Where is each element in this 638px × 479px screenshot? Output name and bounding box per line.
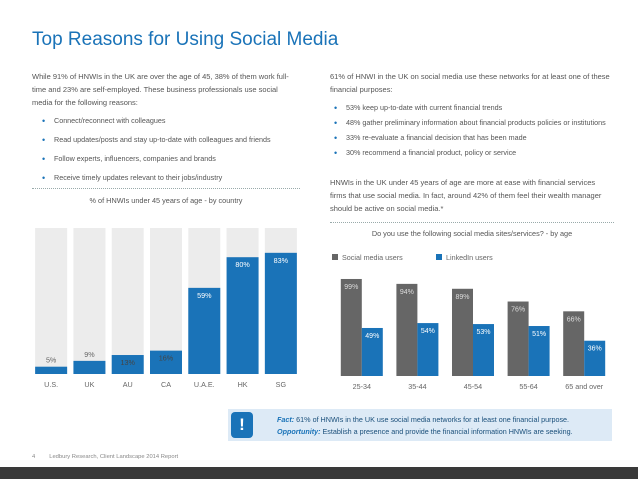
tick-label: 65 and over [565, 382, 604, 391]
opportunity-line: Opportunity: Establish a presence and pr… [277, 427, 573, 436]
data-label: 16% [159, 354, 174, 363]
data-label: 80% [235, 260, 250, 269]
right-bullet-list: 53% keep up-to-date with current financi… [334, 103, 610, 163]
data-label: 49% [365, 333, 379, 340]
data-label: 9% [84, 350, 95, 359]
tick-label: 55-64 [519, 382, 537, 391]
tick-label: AU [123, 380, 133, 389]
data-label: 36% [588, 346, 602, 353]
divider [32, 188, 300, 189]
bar [452, 288, 473, 376]
bar [264, 252, 297, 374]
bar [396, 283, 418, 376]
tick-label: U.A.E. [194, 380, 215, 389]
bar-track [73, 228, 106, 374]
tick-label: SG [276, 380, 287, 389]
legend-label: LinkedIn users [446, 253, 493, 262]
data-label: 59% [197, 291, 212, 300]
data-label: 13% [121, 358, 136, 367]
bar [507, 301, 529, 376]
legend-swatch [332, 254, 338, 260]
data-label: 66% [567, 316, 581, 323]
data-label: 76% [511, 307, 525, 314]
tick-label: UK [84, 380, 94, 389]
bar [226, 257, 259, 374]
data-label: 89% [455, 294, 469, 301]
right-paragraph: HNWIs in the UK under 45 years of age ar… [330, 178, 602, 213]
age-bar-chart: Social media users LinkedIn users 99% 49% 25… [332, 253, 606, 391]
legend-label: Social media users [342, 253, 403, 262]
list-item: 53% keep up-to-date with current financi… [334, 103, 610, 113]
exclamation-icon: ! [231, 412, 253, 438]
bar [35, 366, 68, 374]
list-item: Connect/reconnect with colleagues [42, 116, 312, 126]
divider [330, 222, 614, 223]
right-intro: 61% of HNWI in the UK on social media us… [330, 72, 610, 94]
bar [417, 323, 439, 376]
bar [528, 326, 550, 376]
left-intro: While 91% of HNWIs in the UK are over th… [32, 72, 289, 107]
page-title: Top Reasons for Using Social Media [32, 29, 339, 50]
country-bar-chart: 5% U.S. 9% UK 13% AU 16% CA 59% U.A.E. 80% HK 83% SG [35, 228, 297, 389]
data-label: 83% [274, 256, 289, 265]
bar-track [150, 228, 182, 374]
data-label: 5% [46, 356, 57, 365]
list-item: 48% gather preliminary information about… [334, 118, 610, 128]
page-number: 4 [32, 454, 36, 460]
fact-label: Fact: [277, 415, 295, 424]
tick-label: CA [161, 380, 171, 389]
footer-source: Ledbury Research, Client Landscape 2014 … [49, 454, 179, 460]
bar [188, 287, 221, 374]
list-item: Read updates/posts and stay up-to-date w… [42, 135, 312, 145]
list-item: Receive timely updates relevant to their… [42, 173, 312, 183]
legend-swatch [436, 254, 442, 260]
bottom-bar [0, 467, 638, 479]
left-bullet-list: Connect/reconnect with colleagues Read u… [42, 116, 312, 192]
bar [73, 360, 106, 374]
list-item: 33% re-evaluate a financial decision tha… [334, 133, 610, 143]
tick-label: 35-44 [408, 382, 426, 391]
data-label: 94% [400, 289, 414, 296]
age-chart-title: Do you use the following social media si… [371, 229, 573, 238]
footer: 4 Ledbury Research, Client Landscape 2014… [32, 454, 178, 460]
fact-text: 61% of HNWIs in the UK use social media … [294, 415, 570, 424]
fact-line: Fact: 61% of HNWIs in the UK use social … [277, 415, 569, 424]
bar [340, 278, 362, 376]
data-label: 54% [421, 328, 435, 335]
bar [111, 355, 144, 374]
opportunity-label: Opportunity: [277, 427, 321, 436]
bar [473, 324, 494, 376]
opportunity-text: Establish a presence and provide the fin… [320, 427, 573, 436]
data-label: 51% [532, 331, 546, 338]
tick-label: U.S. [44, 380, 58, 389]
tick-label: 45-54 [464, 382, 482, 391]
bar [361, 327, 383, 376]
list-item: Follow experts, influencers, companies a… [42, 154, 312, 164]
bar [584, 340, 606, 376]
data-label: 53% [476, 329, 490, 336]
list-item: 30% recommend a financial product, polic… [334, 148, 610, 158]
bar [563, 311, 585, 376]
country-chart-title: % of HNWIs under 45 years of age - by co… [89, 196, 243, 205]
data-label: 99% [344, 284, 358, 291]
fact-callout [228, 409, 612, 441]
tick-label: HK [238, 380, 248, 389]
tick-label: 25-34 [353, 382, 371, 391]
bar-track [111, 228, 144, 374]
bar-track [35, 228, 68, 374]
bar [150, 350, 182, 374]
